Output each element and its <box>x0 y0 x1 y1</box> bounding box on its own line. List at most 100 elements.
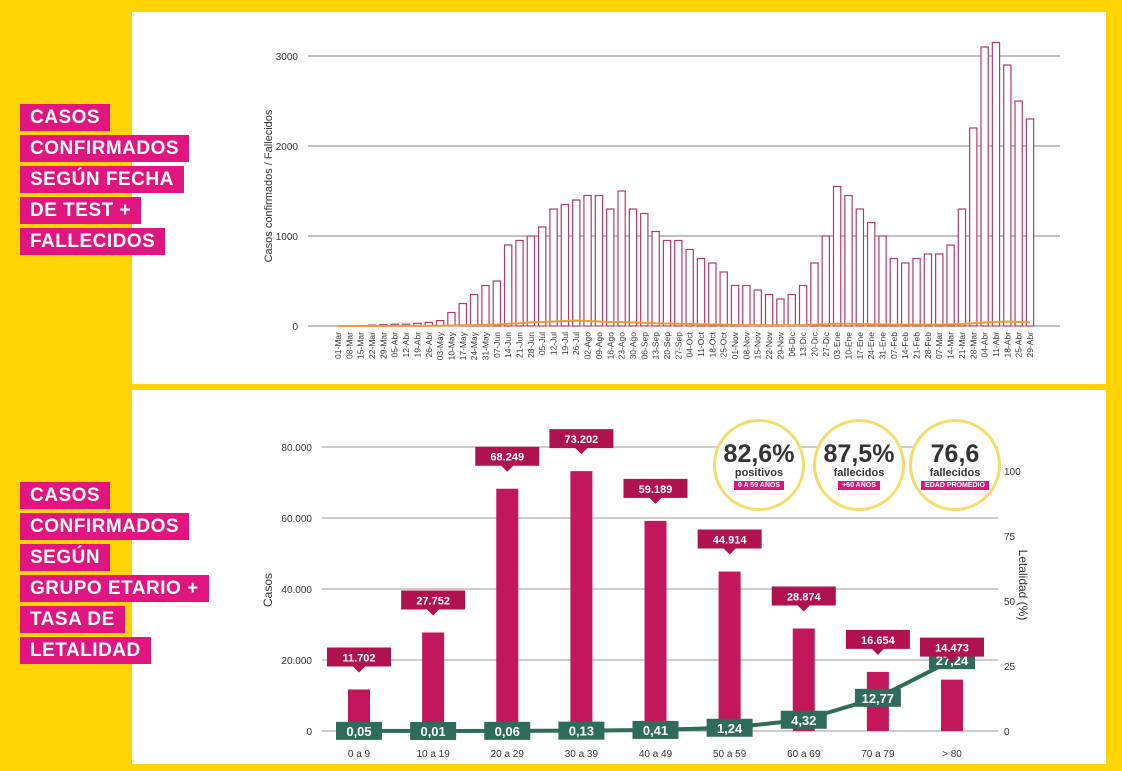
case-bar <box>946 244 955 327</box>
value-callout <box>920 637 984 663</box>
y-tick-label: 1000 <box>276 232 299 243</box>
case-bar <box>537 226 547 327</box>
x-tick-label: 31-May <box>480 331 490 360</box>
case-bar <box>719 271 728 327</box>
stat-label: fallecidos <box>833 466 885 479</box>
case-bar <box>832 185 842 327</box>
x-tick-label: 10-Ene <box>843 332 853 360</box>
x-tick-label: 10-May <box>446 331 456 360</box>
y-tick-label: 20.000 <box>281 656 312 667</box>
case-bar <box>594 194 604 327</box>
x-tick-label: 20 a 29 <box>491 749 525 760</box>
age-bar <box>644 520 667 731</box>
case-bar <box>935 253 944 327</box>
case-bar <box>696 257 706 327</box>
x-tick-label: 21-Mar <box>957 332 967 359</box>
case-bar <box>923 253 933 327</box>
lethality-label-bg <box>484 721 531 740</box>
x-tick-label: 05-Abr <box>390 332 400 358</box>
x-tick-label: 30-Ago <box>628 332 638 360</box>
x-tick-label: 07-Jun <box>492 332 502 358</box>
x-tick-label: 29-Mar <box>378 332 388 359</box>
value-callout <box>623 478 688 504</box>
bar-value-label: 11.702 <box>342 652 375 664</box>
heading-line: CASOS <box>20 104 111 131</box>
x-tick-label: 13-Dic <box>798 331 808 356</box>
x-tick-label: 14-Jun <box>503 332 513 358</box>
x-tick-label: 20-Sep <box>662 332 672 360</box>
x-tick-label: 04-Abr <box>980 332 990 358</box>
y2-tick-label: 50 <box>1004 597 1016 608</box>
value-callout <box>771 586 836 612</box>
x-tick-label: 27-Sep <box>673 332 683 360</box>
heading-line: TASA DE <box>20 606 125 633</box>
value-callout <box>401 590 466 616</box>
x-tick-label: 03-Ene <box>832 332 842 360</box>
y-tick-label: 80.000 <box>281 443 312 454</box>
case-bar <box>617 190 626 327</box>
x-tick-label: 29-Abr <box>1025 332 1035 358</box>
case-bar <box>878 235 887 327</box>
x-tick-label: 12-Abr <box>401 332 411 358</box>
x-tick-label: 28-Feb <box>923 332 933 359</box>
x-tick-label: > 80 <box>942 749 962 760</box>
case-bar <box>1014 100 1023 327</box>
case-bar <box>821 235 831 327</box>
heading-line: SEGÚN FECHA <box>20 166 184 193</box>
bar-value-label: 27.752 <box>416 595 450 607</box>
x-tick-label: 19-Abr <box>412 332 422 358</box>
x-tick-label: 08-Nov <box>741 331 751 359</box>
x-tick-label: 13-Sep <box>651 332 661 360</box>
age-bar <box>792 628 815 731</box>
case-bar <box>640 212 649 327</box>
x-tick-label: 31-Ene <box>878 332 888 360</box>
y2-tick-label: 75 <box>1004 532 1016 543</box>
x-tick-label: 17-May <box>458 331 468 360</box>
x-tick-label: 09-Ago <box>594 332 604 360</box>
x-tick-label: 10 a 19 <box>416 749 450 760</box>
case-bar <box>583 194 592 327</box>
lethality-label: 0,06 <box>495 724 520 739</box>
x-tick-label: 26-Jul <box>571 332 581 355</box>
case-bar <box>492 280 502 327</box>
case-bar <box>571 199 581 327</box>
y-axis-label: Casos <box>261 573 275 607</box>
bar-value-label: 28.874 <box>787 591 822 603</box>
y-tick-label: 60.000 <box>281 514 312 525</box>
bar-value-label: 59.189 <box>639 484 673 496</box>
lethality-label-bg <box>780 710 827 729</box>
case-bar <box>708 262 717 327</box>
x-tick-label: 28-Jun <box>526 332 536 358</box>
heading-line: FALLECIDOS <box>20 228 166 255</box>
x-tick-label: 25-Oct <box>719 331 729 357</box>
bar-value-label: 14.473 <box>935 643 969 655</box>
case-bar <box>980 46 989 327</box>
y2-tick-label: 0 <box>1004 727 1010 738</box>
x-tick-label: 01-Nov <box>730 331 740 359</box>
case-bar <box>855 208 865 327</box>
x-tick-label: 30 a 39 <box>565 749 599 760</box>
heading-line: DE TEST + <box>20 197 142 224</box>
lethality-label: 0,13 <box>569 724 594 739</box>
stat-label: positivos <box>734 466 784 479</box>
case-bar <box>481 284 490 327</box>
y-axis-label: Casos confirmados / Fallecidos <box>263 109 275 262</box>
x-tick-label: 18-Abr <box>1002 332 1012 358</box>
x-tick-label: 23-Ago <box>617 332 627 360</box>
case-bar <box>1025 118 1035 327</box>
x-tick-label: 26-Abr <box>424 332 434 358</box>
case-bar <box>900 262 910 327</box>
x-tick-label: 19-Jul <box>560 332 570 355</box>
x-tick-label: 0 a 9 <box>348 749 371 760</box>
lethality-label: 12,77 <box>862 691 895 706</box>
bar-value-label: 68.249 <box>490 452 524 464</box>
case-bar <box>889 257 899 327</box>
age-bar <box>496 488 519 731</box>
x-tick-label: 28-Mar <box>968 332 978 359</box>
lethality-label-bg <box>632 720 679 739</box>
case-bar <box>526 235 536 327</box>
lethality-label: 0,05 <box>346 724 371 739</box>
x-tick-label: 16-Ago <box>605 332 615 360</box>
case-bar <box>515 239 524 327</box>
case-bar <box>969 127 978 327</box>
